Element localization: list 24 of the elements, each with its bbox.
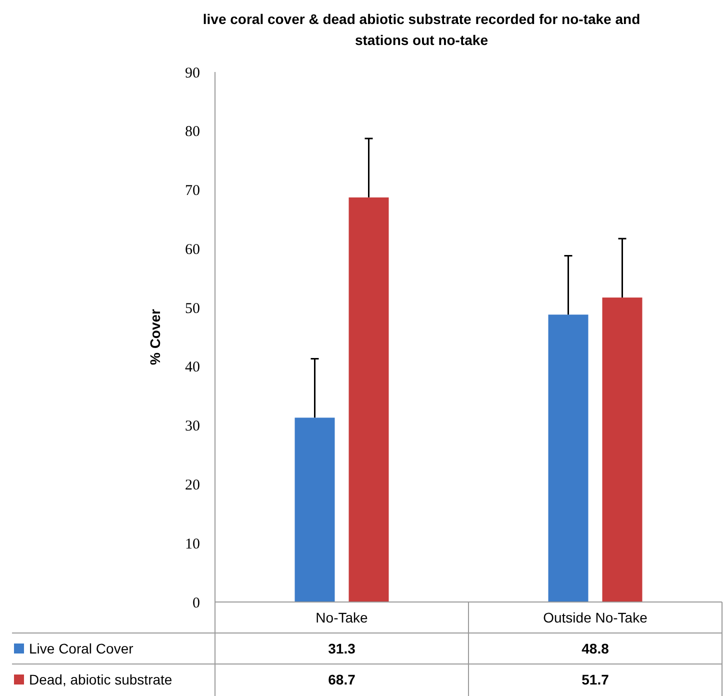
y-axis-title: % Cover bbox=[147, 308, 163, 366]
y-tick-label: 90 bbox=[185, 65, 200, 82]
y-tick-label: 40 bbox=[185, 360, 200, 376]
y-tick-label: 10 bbox=[185, 536, 200, 552]
y-tick-label: 80 bbox=[185, 124, 200, 140]
bar bbox=[602, 298, 642, 602]
chart-title: live coral cover & dead abiotic substrate recorded for no-take and stations out no-take bbox=[202, 11, 640, 48]
y-tick-label: 30 bbox=[185, 418, 200, 435]
x-tick-label: No-Take bbox=[316, 609, 368, 626]
data-label: 51.7 bbox=[582, 671, 610, 688]
bar bbox=[348, 197, 389, 602]
y-tick-label: 60 bbox=[185, 242, 200, 258]
x-tick-label: Outside No-Take bbox=[543, 609, 648, 626]
y-tick-label: 50 bbox=[185, 300, 200, 317]
data-label: 48.8 bbox=[582, 640, 610, 656]
data-label: 31.3 bbox=[328, 640, 356, 656]
legend-label: Dead, abiotic substrate bbox=[29, 671, 172, 688]
y-tick-label: 70 bbox=[185, 183, 200, 200]
bar bbox=[294, 418, 335, 602]
legend-label: Live Coral Cover bbox=[29, 640, 134, 656]
bar bbox=[548, 314, 588, 602]
y-tick-label: 0 bbox=[192, 595, 200, 612]
data-label: 68.7 bbox=[328, 671, 356, 688]
y-tick-label: 20 bbox=[185, 477, 200, 494]
